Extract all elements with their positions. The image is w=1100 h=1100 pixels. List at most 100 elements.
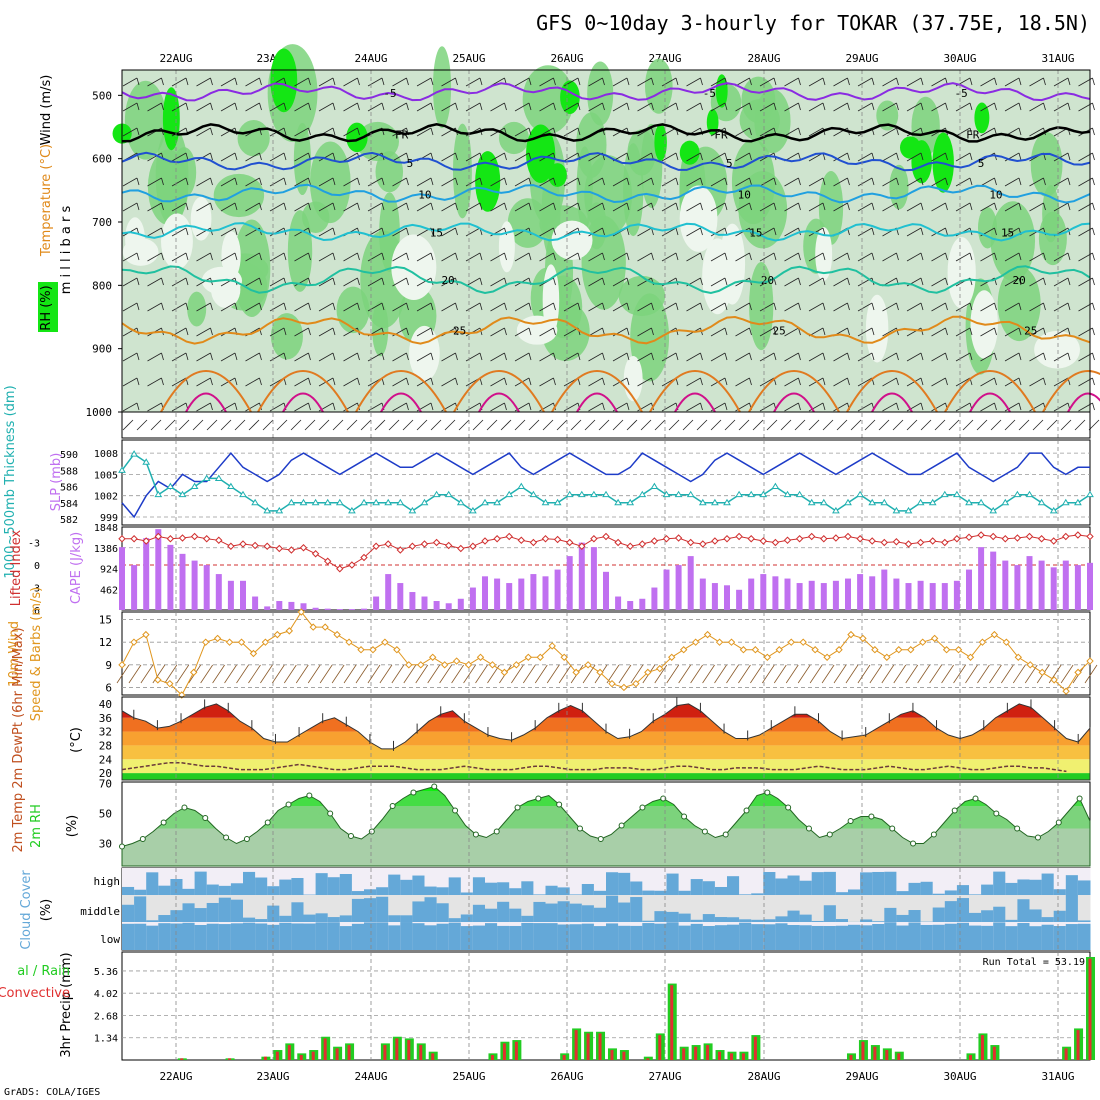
surface-wind-barb xyxy=(416,419,428,431)
wind-barb xyxy=(294,302,309,312)
rh-point xyxy=(681,813,688,820)
wind-barb xyxy=(759,402,775,412)
wind-barb xyxy=(294,127,309,137)
lifted-index-point xyxy=(626,542,634,550)
lifted-index-point xyxy=(856,535,864,543)
cloud-cell-bg xyxy=(751,895,764,922)
wind-barb xyxy=(980,177,995,187)
wind-speed-point xyxy=(285,627,294,635)
wind-barb xyxy=(1092,127,1095,136)
wind-speed-point xyxy=(644,668,652,677)
wind-barb xyxy=(136,252,140,261)
wind-barb xyxy=(602,77,605,86)
wind-barb xyxy=(906,127,922,137)
wind-barb-10m xyxy=(797,664,811,684)
wind-tick: 15 xyxy=(99,614,112,627)
rh-point xyxy=(868,813,875,820)
wind-barb xyxy=(122,352,138,362)
wind-axis-label-left: 10m Wind xyxy=(7,621,22,687)
lifted-index-point xyxy=(275,544,284,553)
cloud-cell xyxy=(267,905,280,922)
wind-barb xyxy=(269,227,285,237)
wind-barb xyxy=(332,352,336,361)
cloud-cell xyxy=(533,901,546,922)
surface-wind-barb xyxy=(570,419,582,431)
cloud-cell xyxy=(690,879,704,895)
temp-tick: 20 xyxy=(99,767,112,780)
surface-wind-barb xyxy=(206,419,218,431)
wind-barb xyxy=(651,102,654,111)
wind-barb xyxy=(514,177,530,187)
contour-label: 20 xyxy=(1013,274,1026,287)
cloud-cell-bg xyxy=(448,895,462,922)
wind-speed-point xyxy=(154,676,162,684)
cloud-cell xyxy=(279,879,292,895)
cloud-cell xyxy=(956,922,970,950)
wind-barb xyxy=(847,327,850,336)
wind-barb xyxy=(759,327,775,337)
cloud-cell xyxy=(206,923,220,950)
cloud-cell xyxy=(835,892,849,895)
rh-tick: 30 xyxy=(99,838,112,851)
wind-barb xyxy=(588,227,603,237)
thickness-point xyxy=(323,498,332,506)
wind-barb xyxy=(931,277,946,287)
wind-barb xyxy=(318,277,334,287)
wind-barb-10m xyxy=(558,664,572,684)
wind-barb xyxy=(1029,127,1044,137)
wind-barb xyxy=(1018,177,1022,186)
lifted-index-point xyxy=(517,536,526,544)
wind-barb xyxy=(196,127,211,137)
cloud-cell xyxy=(981,925,994,950)
wind-barb xyxy=(871,252,875,261)
wind-barb xyxy=(602,277,605,286)
wind-barb xyxy=(1029,402,1044,412)
wind-barb xyxy=(332,152,336,161)
surface-wind-barb xyxy=(850,419,862,431)
precip-convective-bar xyxy=(1064,1048,1068,1060)
slp-line xyxy=(121,451,1090,519)
wind-barb xyxy=(136,102,140,111)
wind-barb xyxy=(882,327,897,337)
wind-barb xyxy=(490,152,505,162)
wind-barb xyxy=(980,352,995,362)
wind-barb-10m xyxy=(1060,664,1074,684)
wind-barb xyxy=(392,277,407,287)
wind-barb xyxy=(980,127,995,137)
wind-barb xyxy=(357,277,360,286)
wind-barb-10m xyxy=(236,664,249,684)
thickness-point xyxy=(747,490,756,498)
wind-barb xyxy=(969,77,973,86)
rh-point xyxy=(910,840,917,847)
lifted-index-point xyxy=(444,541,453,550)
wind-barb xyxy=(808,102,824,112)
rh-point xyxy=(1076,795,1083,802)
contour-label: 25 xyxy=(772,325,785,338)
rh-mid-region xyxy=(644,58,673,114)
wind-barb xyxy=(367,177,383,187)
rh-mid-region xyxy=(749,262,774,351)
cloud-cell-bg xyxy=(835,868,849,895)
wind-barb xyxy=(245,202,260,212)
wind-barb xyxy=(528,127,532,136)
rh-low-region xyxy=(947,237,976,309)
wind-barb xyxy=(196,77,211,87)
cloud-cell-bg xyxy=(1077,895,1091,922)
wind-barb xyxy=(245,277,260,287)
wind-barb xyxy=(784,377,799,387)
temp-contour-line xyxy=(121,315,1091,345)
wind-barb xyxy=(294,402,309,412)
rh-point xyxy=(514,804,521,811)
wind-barb xyxy=(455,177,458,186)
cloud-cell xyxy=(1005,882,1018,895)
wind-barb xyxy=(332,377,336,386)
wind-barb xyxy=(161,302,164,311)
cloud-cell xyxy=(303,923,317,950)
wind-barb xyxy=(602,327,605,336)
wind-barb xyxy=(136,402,140,411)
wind-barb xyxy=(283,77,287,86)
pressure-axis-label: m i l l i b a r s xyxy=(59,206,74,295)
wind-barb xyxy=(318,302,334,312)
temp-contour-35 xyxy=(185,392,227,413)
cloud-cell xyxy=(243,871,256,895)
